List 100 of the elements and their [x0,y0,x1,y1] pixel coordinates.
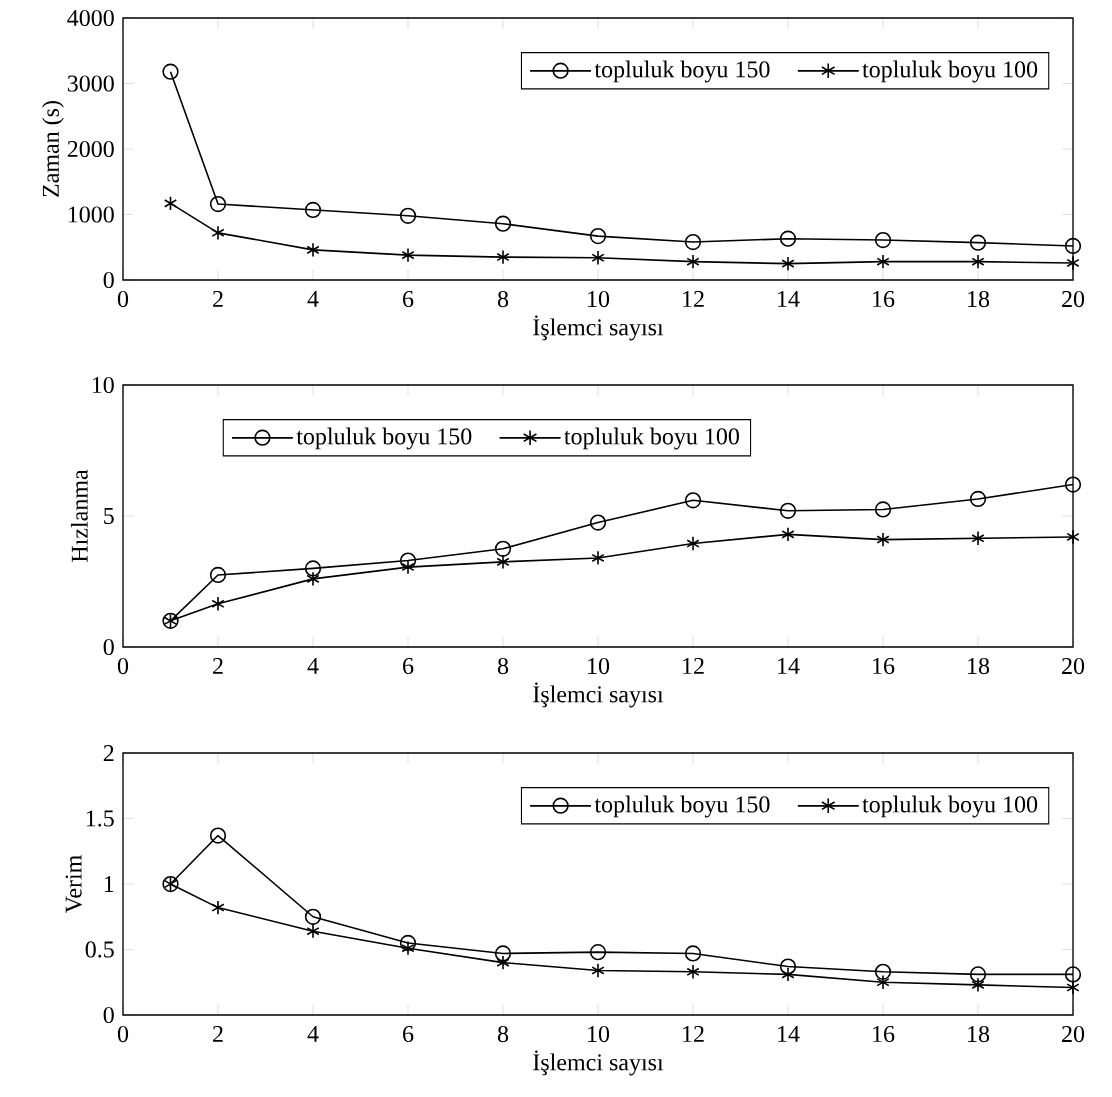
legend-label: topluluk boyu 100 [564,427,739,450]
x-tick-label: 0 [117,657,129,675]
y-tick-label: 0.5 [85,941,114,958]
point [401,247,415,263]
point [1064,966,1082,983]
point [494,540,512,557]
x-tick-label: 18 [968,657,990,675]
point [874,501,892,518]
point [971,530,985,546]
x-tick-label: 6 [403,290,414,308]
x-tick-label: 0 [117,1025,129,1043]
point [496,249,510,265]
x-axis-title: İşlemci sayısı [533,1050,664,1076]
y-tick-label: 1 [104,876,114,892]
point [591,963,605,978]
x-tick-label: 12 [683,290,704,307]
point [591,550,605,566]
point [971,977,985,993]
x-tick-label: 0 [117,290,129,308]
point [304,908,322,925]
point [874,963,892,980]
point [399,552,417,569]
y-tick-label: 5 [104,508,114,524]
point [306,923,320,939]
x-axis-title: İşlemci sayısı [533,315,664,341]
x-tick-label: 16 [873,657,895,675]
x-axis-title: İşlemci sayısı [533,682,664,708]
x-tick-label: 2 [213,290,223,307]
point [494,215,512,232]
point [969,966,987,983]
y-tick-label: 1000 [68,206,114,223]
point [399,207,417,224]
legend-label: topluluk boyu 100 [862,795,1038,818]
point [211,900,225,916]
point [401,940,415,956]
x-tick-label: 2 [213,657,223,674]
x-tick-label: 8 [497,657,509,675]
x-tick-label: 10 [588,290,610,308]
point [969,490,987,508]
x-tick-label: 12 [683,657,704,674]
point [1066,980,1080,995]
point [1066,529,1080,545]
x-tick-label: 6 [403,657,414,675]
point [494,945,512,962]
point [496,955,510,971]
point [781,256,795,272]
x-tick-label: 4 [307,657,319,674]
point [304,201,322,219]
y-tick-label: 4000 [67,9,114,27]
point [496,554,510,570]
x-tick-label: 6 [403,1025,414,1043]
legend-label: topluluk boyu 150 [594,795,770,818]
point [686,254,700,270]
point [1066,255,1080,271]
point [779,230,797,247]
x-tick-label: 10 [588,657,610,675]
point [876,532,890,548]
y-tick-label: 2 [103,745,114,761]
y-tick-label: 2000 [67,140,114,158]
y-tick-label: 10 [92,376,114,394]
point [209,195,227,213]
point [686,964,700,980]
x-tick-label: 10 [588,1025,610,1043]
legend-label: topluluk boyu 150 [296,427,472,450]
x-tick-label: 12 [683,1025,704,1042]
x-tick-label: 20 [1062,657,1085,675]
y-tick-label: 0 [103,638,114,656]
point [306,242,320,258]
point [589,514,607,531]
point [686,536,700,551]
point [401,559,415,575]
point [684,492,702,509]
point [779,502,797,519]
x-tick-label: 2 [213,1025,223,1042]
point [211,225,225,241]
point [1064,476,1082,493]
point [781,966,795,982]
y-axis-title: Verim [65,855,82,914]
legend-label: topluluk boyu 150 [594,60,770,83]
point [589,227,607,245]
x-tick-label: 16 [873,290,895,308]
point [876,974,890,990]
y-axis-title: Zaman (s) [42,101,64,197]
x-tick-label: 16 [873,1025,895,1043]
point [876,254,890,270]
x-tick-label: 14 [778,290,800,307]
legend-label: topluluk boyu 100 [862,60,1038,83]
y-tick-label: 1.5 [86,810,114,827]
point [209,827,227,844]
point [304,560,322,577]
x-tick-label: 20 [1062,1025,1085,1043]
x-tick-label: 4 [307,290,319,307]
point [781,526,795,542]
x-tick-label: 14 [778,657,800,674]
y-axis-title: Hızlanma [70,469,88,562]
x-tick-label: 14 [778,1025,800,1042]
x-tick-label: 8 [497,1025,509,1043]
point [162,63,179,80]
x-tick-label: 18 [968,290,990,308]
point [399,934,417,952]
